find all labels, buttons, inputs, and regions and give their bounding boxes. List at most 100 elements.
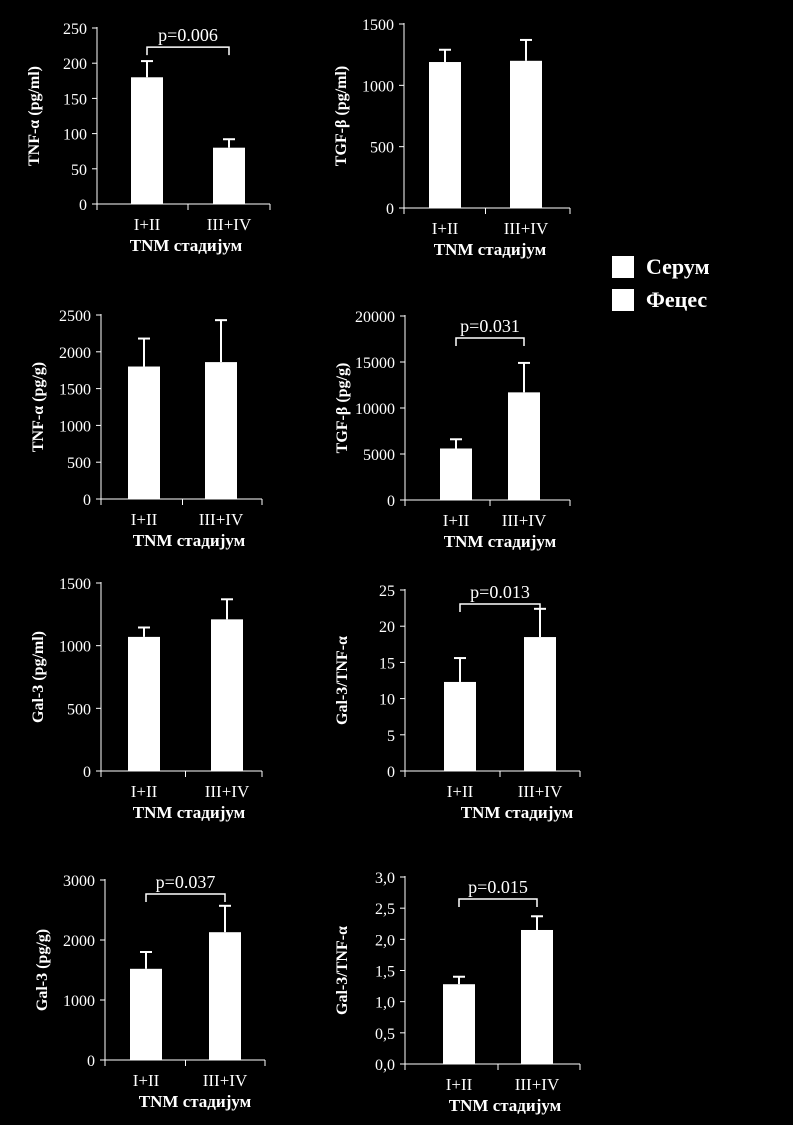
y-tick-label: 1000 <box>63 993 95 1010</box>
y-tick-label: 1,5 <box>375 964 395 981</box>
bar <box>440 448 472 500</box>
x-tick-label: III+IV <box>502 511 547 530</box>
x-tick-label: I+II <box>131 782 158 801</box>
chart-panel-8: 0,0 0,5 1,0 1,5 2,0 2,5 3,0 I+II III+IV TNM стади… <box>334 870 581 1115</box>
bar <box>524 637 556 771</box>
x-axis-label: TNM стадијум <box>444 532 557 551</box>
y-tick-label: 150 <box>63 91 87 108</box>
y-tick-label: 2,0 <box>375 932 395 949</box>
bar <box>508 392 540 500</box>
x-tick-label: III+IV <box>504 219 549 238</box>
significance-bracket <box>459 603 541 612</box>
y-tick-label: 50 <box>71 162 87 179</box>
x-tick-label: I+II <box>133 1071 160 1090</box>
x-axis-label: TNM стадијум <box>139 1092 252 1111</box>
bar <box>209 932 241 1060</box>
bar <box>429 62 461 208</box>
x-axis-label: TNM стадијум <box>133 531 246 550</box>
y-tick-label: 0,0 <box>375 1057 395 1074</box>
x-tick-label: III+IV <box>207 215 252 234</box>
y-tick-label: 0 <box>79 197 87 214</box>
x-axis-label: TNM стадијум <box>133 803 246 822</box>
y-tick-label: 5 <box>387 728 395 745</box>
y-tick-label: 500 <box>67 455 91 472</box>
bar <box>130 968 162 1060</box>
p-value-label: p=0.006 <box>158 25 218 45</box>
legend-item-feces: Фецес <box>612 283 710 316</box>
bar <box>521 929 553 1064</box>
y-axis-label: TNF-α (pg/g) <box>30 362 47 452</box>
y-tick-label: 100 <box>63 127 87 144</box>
x-tick-label: III+IV <box>203 1071 248 1090</box>
chart-panel-2: 0 500 1000 1500 I+II III+IV TNM стадијум TGF-β … <box>333 17 571 259</box>
significance-bracket <box>455 337 525 346</box>
legend-label-feces: Фецес <box>646 286 708 312</box>
chart-panel-5: 0 500 1000 1500 I+II III+IV TNM стадијум Gal-3 … <box>30 576 263 822</box>
y-tick-label: 250 <box>63 21 87 38</box>
y-tick-label: 3,0 <box>375 870 395 887</box>
x-tick-label: III+IV <box>199 510 244 529</box>
y-tick-label: 500 <box>67 701 91 718</box>
x-tick-label: III+IV <box>515 1075 560 1094</box>
chart-panel-6: 0 5 10 15 20 25 I+II III+IV TNM стадијум Gal-3/TN… <box>334 582 581 822</box>
bar <box>131 77 163 204</box>
y-tick-label: 1000 <box>59 639 91 656</box>
bar <box>444 681 476 771</box>
chart-panel-4: 0 5000 10000 15000 20000 I+II III+IV TNM стадиј… <box>334 309 571 551</box>
y-axis-label: TGF-β (pg/ml) <box>333 66 350 166</box>
y-tick-label: 2000 <box>59 345 91 362</box>
y-tick-label: 1,0 <box>375 995 395 1012</box>
y-tick-label: 20000 <box>355 309 395 326</box>
y-tick-label: 25 <box>379 583 395 600</box>
x-tick-label: I+II <box>443 511 470 530</box>
y-tick-label: 0,5 <box>375 1026 395 1043</box>
legend-item-serum: Серум <box>612 250 710 283</box>
y-tick-label: 2500 <box>59 308 91 325</box>
bar <box>443 984 475 1064</box>
bar <box>128 366 160 499</box>
legend: Серум Фецес <box>612 250 710 316</box>
y-tick-label: 0 <box>386 201 394 218</box>
y-tick-label: 1000 <box>59 418 91 435</box>
x-tick-label: I+II <box>447 782 474 801</box>
y-tick-label: 15000 <box>355 355 395 372</box>
y-tick-label: 0 <box>387 764 395 781</box>
y-tick-label: 20 <box>379 619 395 636</box>
y-tick-label: 2,5 <box>375 901 395 918</box>
chart-panel-7: 0 1000 2000 3000 I+II III+IV TNM стадијум Gal-3… <box>34 872 266 1111</box>
y-tick-label: 1000 <box>362 78 394 95</box>
significance-bracket <box>145 893 226 902</box>
p-value-label: p=0.031 <box>460 316 520 336</box>
x-tick-label: I+II <box>432 219 459 238</box>
y-tick-label: 0 <box>83 492 91 509</box>
y-tick-label: 0 <box>387 493 395 510</box>
y-tick-label: 1500 <box>59 576 91 593</box>
y-axis-label: Gal-3/TNF-α <box>334 926 351 1015</box>
x-tick-label: III+IV <box>518 782 563 801</box>
y-tick-label: 5000 <box>363 447 395 464</box>
y-tick-label: 1500 <box>59 382 91 399</box>
legend-label-serum: Серум <box>646 253 710 279</box>
x-axis-label: TNM стадијум <box>130 236 243 255</box>
y-axis-label: Gal-3/TNF-α <box>334 636 351 725</box>
x-tick-label: III+IV <box>205 782 250 801</box>
x-axis-label: TNM стадијум <box>461 803 574 822</box>
chart-panel-3: 0 500 1000 1500 2000 2500 I+II III+IV TNM стадиј… <box>30 308 263 550</box>
y-axis-label: Gal-3 (pg/ml) <box>30 631 47 723</box>
y-axis-label: Gal-3 (pg/g) <box>34 929 51 1011</box>
x-axis-label: TNM стадијум <box>449 1096 562 1115</box>
x-tick-label: I+II <box>134 215 161 234</box>
p-value-label: p=0.013 <box>470 582 530 602</box>
p-value-label: p=0.037 <box>156 872 216 892</box>
bar <box>205 362 237 499</box>
x-axis-label: TNM стадијум <box>434 240 547 259</box>
y-tick-label: 0 <box>83 764 91 781</box>
bar <box>128 636 160 771</box>
bar <box>510 60 542 208</box>
y-tick-label: 2000 <box>63 933 95 950</box>
legend-swatch-feces <box>612 288 634 311</box>
y-tick-label: 3000 <box>63 873 95 890</box>
chart-panel-1: 0 50 100 150 200 250 I+II III+IV TNM стадијум TNF… <box>26 21 271 255</box>
y-tick-label: 0 <box>87 1053 95 1070</box>
